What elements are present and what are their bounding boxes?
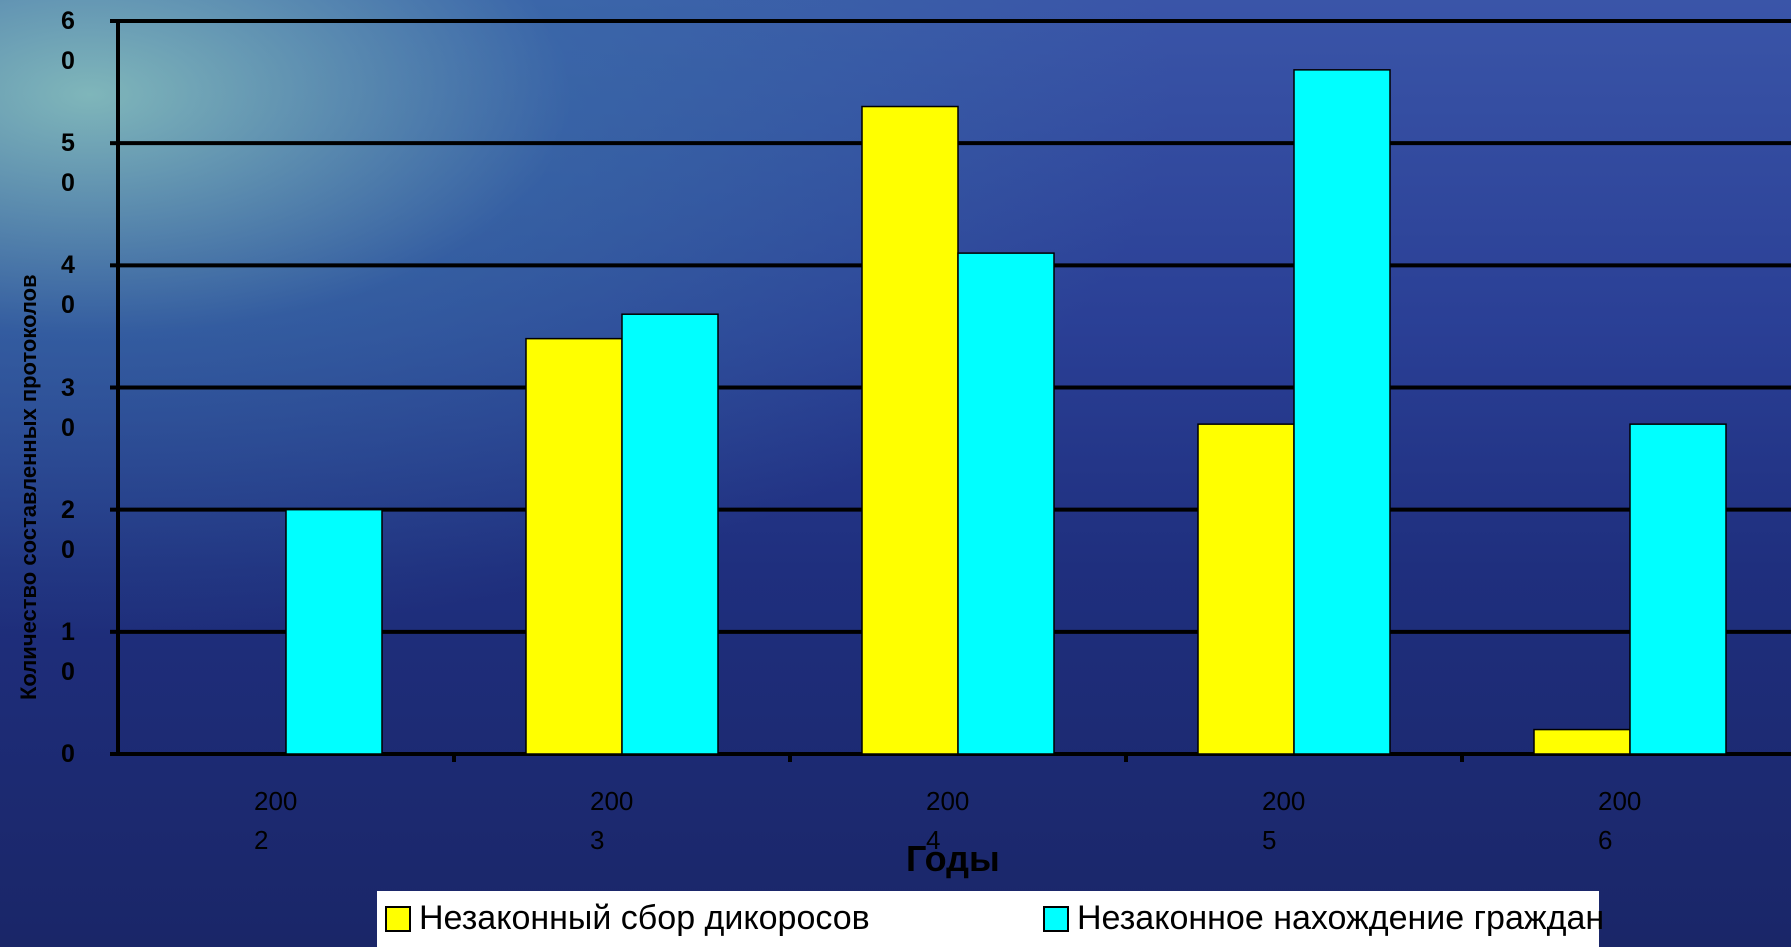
legend-item: Незаконный сбор дикоросов <box>385 899 870 938</box>
y-tick-label: 20 <box>61 495 75 564</box>
bar <box>1533 728 1631 755</box>
legend-swatch <box>385 905 411 932</box>
x-tick-label: 2004 <box>926 786 970 855</box>
bar <box>285 508 383 755</box>
y-tick-label: 60 <box>61 7 75 75</box>
x-tick-label: 2006 <box>1598 786 1642 855</box>
bar <box>957 252 1055 755</box>
y-tick-label: 40 <box>61 251 75 320</box>
legend-label: Незаконный сбор дикоросов <box>419 899 870 937</box>
bar <box>1629 423 1727 755</box>
legend: Незаконный сбор дикоросов Незаконное нахо… <box>377 891 1604 947</box>
bar <box>1293 69 1391 755</box>
x-tick-label: 2003 <box>590 786 634 855</box>
x-tick-label: 2005 <box>1262 786 1306 855</box>
legend-swatch <box>1043 905 1069 932</box>
x-tick-label: 2002 <box>254 786 298 855</box>
y-tick-label: 30 <box>61 373 75 442</box>
y-tick-label: 10 <box>61 617 75 686</box>
bar <box>525 337 623 755</box>
bar <box>861 105 959 755</box>
y-axis-title: Количество составленных протоколов <box>16 274 41 700</box>
bar <box>621 313 719 755</box>
y-tick-label: 50 <box>61 129 75 198</box>
bar <box>1197 423 1295 755</box>
legend-label: Незаконное нахождение граждан <box>1077 899 1605 937</box>
y-tick-label: 0 <box>61 740 75 768</box>
x-axis-title: Годы <box>906 838 1000 879</box>
legend-item: Незаконное нахождение граждан <box>1043 899 1604 938</box>
